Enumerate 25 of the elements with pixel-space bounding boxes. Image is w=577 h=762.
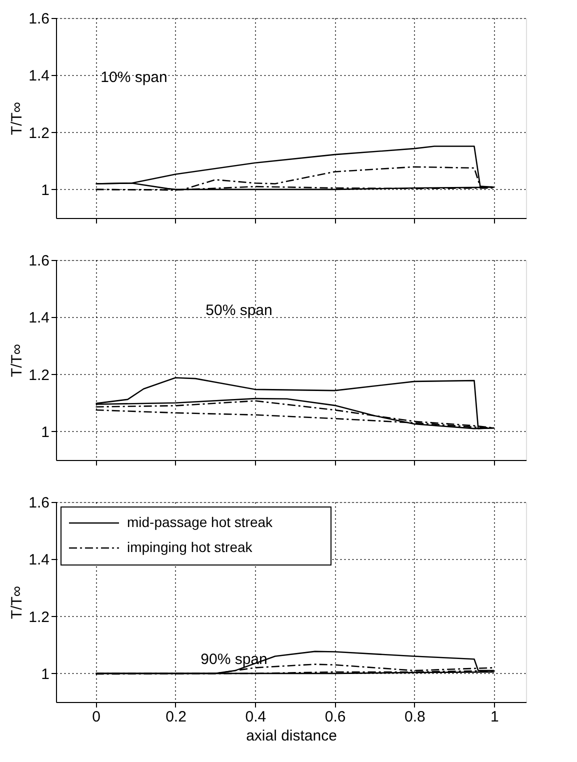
x-tick-label: 0.4 bbox=[245, 708, 266, 726]
x-tick-label: 1 bbox=[490, 708, 499, 726]
x-tick-label: 0 bbox=[92, 708, 100, 726]
x-axis-title: axial distance bbox=[246, 728, 337, 744]
y-tick-label: 1.6 bbox=[28, 10, 50, 28]
x-tick-label: 0.2 bbox=[166, 708, 186, 726]
legend-label: mid-passage hot streak bbox=[127, 514, 274, 530]
x-tick-label: 0.8 bbox=[404, 708, 426, 726]
y-tick-label: 1.2 bbox=[28, 608, 50, 626]
y-tick-label: 1.6 bbox=[28, 252, 50, 270]
y-tick-label: 1.2 bbox=[28, 124, 50, 142]
y-axis-title: T/T∞ bbox=[8, 102, 26, 136]
y-tick-label: 1.6 bbox=[28, 494, 50, 512]
y-tick-label: 1 bbox=[41, 424, 50, 441]
y-tick-label: 1.4 bbox=[28, 552, 50, 569]
y-tick-label: 1 bbox=[41, 182, 50, 199]
y-tick-label: 1.4 bbox=[28, 310, 50, 327]
legend-label: impinging hot streak bbox=[127, 539, 254, 555]
y-tick-label: 1 bbox=[41, 666, 50, 683]
y-axis-title: T/T∞ bbox=[8, 344, 26, 378]
y-tick-label: 1.2 bbox=[28, 366, 50, 384]
x-tick-label: 0.6 bbox=[324, 708, 346, 726]
y-tick-label: 1.4 bbox=[28, 68, 50, 85]
y-axis-title: T/T∞ bbox=[8, 586, 26, 620]
annotation: 50% span bbox=[206, 302, 272, 319]
